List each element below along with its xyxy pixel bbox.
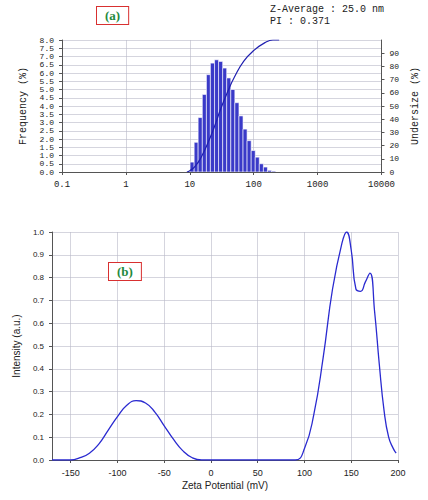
- svg-text:Intensity (a.u.): Intensity (a.u.): [11, 314, 22, 377]
- svg-text:7.0: 7.0: [40, 52, 55, 61]
- svg-text:4.5: 4.5: [40, 93, 55, 102]
- svg-text:2.5: 2.5: [40, 126, 55, 135]
- svg-text:100: 100: [297, 468, 312, 478]
- svg-text:6.5: 6.5: [40, 60, 55, 69]
- svg-text:80: 80: [389, 62, 399, 71]
- svg-text:PI : 0.371: PI : 0.371: [270, 16, 330, 27]
- svg-text:7.5: 7.5: [40, 44, 55, 53]
- svg-text:Frequency (%): Frequency (%): [18, 67, 29, 145]
- svg-text:5.0: 5.0: [40, 85, 55, 94]
- svg-text:10: 10: [184, 180, 195, 190]
- svg-text:90: 90: [389, 49, 399, 58]
- svg-text:200: 200: [390, 468, 405, 478]
- svg-text:1: 1: [123, 180, 128, 190]
- svg-text:0.1: 0.1: [33, 433, 45, 442]
- svg-text:10: 10: [389, 154, 399, 163]
- svg-text:50: 50: [253, 468, 263, 478]
- svg-text:0.5: 0.5: [33, 342, 45, 351]
- svg-text:(a): (a): [105, 8, 120, 23]
- svg-text:0: 0: [208, 468, 213, 478]
- svg-text:0.1: 0.1: [54, 180, 70, 190]
- svg-text:-100: -100: [108, 468, 126, 478]
- svg-text:Z-Average : 25.0 nm: Z-Average : 25.0 nm: [270, 4, 384, 15]
- svg-text:5.5: 5.5: [40, 77, 55, 86]
- svg-text:40: 40: [389, 115, 399, 124]
- svg-text:10000: 10000: [368, 180, 395, 190]
- svg-text:100: 100: [246, 180, 262, 190]
- svg-text:1.0: 1.0: [33, 228, 45, 237]
- svg-text:-150: -150: [62, 468, 80, 478]
- svg-text:1.0: 1.0: [40, 151, 55, 160]
- svg-text:0.8: 0.8: [33, 273, 45, 282]
- svg-text:Undersize (%): Undersize (%): [410, 67, 421, 145]
- svg-text:150: 150: [344, 468, 359, 478]
- svg-text:0.5: 0.5: [40, 159, 55, 168]
- svg-text:20: 20: [389, 141, 399, 150]
- svg-text:0.3: 0.3: [33, 387, 45, 396]
- svg-text:0.4: 0.4: [33, 364, 45, 373]
- svg-text:70: 70: [389, 75, 399, 84]
- svg-text:-50: -50: [158, 468, 171, 478]
- svg-text:Zeta Potential (mV): Zeta Potential (mV): [182, 480, 268, 491]
- svg-text:2.0: 2.0: [40, 135, 55, 144]
- svg-text:1.5: 1.5: [40, 143, 55, 152]
- svg-text:0.2: 0.2: [33, 410, 45, 419]
- svg-text:50: 50: [389, 102, 399, 111]
- svg-text:60: 60: [389, 88, 399, 97]
- svg-text:30: 30: [389, 128, 399, 137]
- svg-text:4.0: 4.0: [40, 102, 55, 111]
- svg-text:6.0: 6.0: [40, 69, 55, 78]
- svg-text:(b): (b): [117, 264, 133, 279]
- svg-text:0.6: 0.6: [33, 319, 45, 328]
- svg-text:0.0: 0.0: [33, 456, 45, 465]
- svg-text:3.0: 3.0: [40, 118, 55, 127]
- svg-text:0: 0: [389, 168, 394, 177]
- svg-text:3.5: 3.5: [40, 110, 55, 119]
- svg-text:1000: 1000: [307, 180, 329, 190]
- svg-text:0.9: 0.9: [33, 250, 45, 259]
- svg-text:8.0: 8.0: [40, 36, 55, 45]
- svg-text:0.0: 0.0: [40, 168, 55, 177]
- svg-text:0.7: 0.7: [33, 296, 45, 305]
